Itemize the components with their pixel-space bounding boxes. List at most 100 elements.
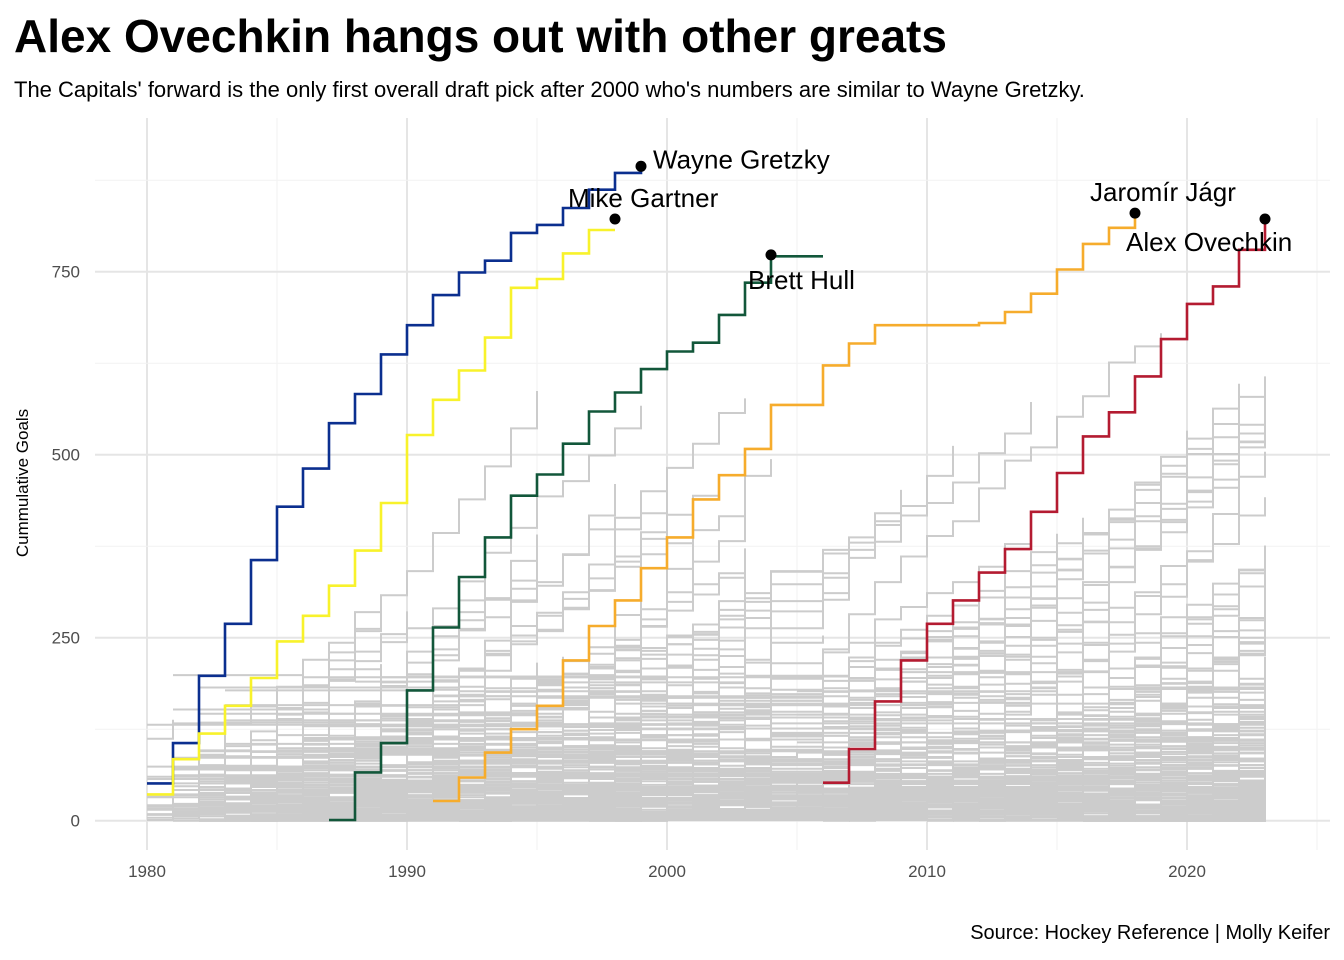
career-end-points: [609, 160, 1271, 261]
background-career-line: [1031, 749, 1240, 758]
x-tick-label: 2000: [648, 862, 686, 881]
background-career-line: [901, 732, 928, 739]
background-career-line: [797, 681, 1058, 693]
y-tick-label: 500: [52, 446, 80, 465]
background-career-line: [355, 735, 382, 743]
background-career-line: [641, 793, 772, 811]
background-career-line: [667, 758, 876, 773]
background-career-line: [693, 747, 824, 770]
background-career-line: [745, 685, 772, 697]
background-career-line: [615, 744, 668, 764]
background-career-line: [1005, 803, 1032, 820]
y-axis: 0 250 500 750: [52, 263, 80, 831]
background-career-line: [173, 391, 538, 796]
background-career-line: [901, 810, 928, 818]
background-career-line: [589, 801, 642, 822]
background-career-line: [251, 705, 486, 722]
player-name-label: Wayne Gretzky: [653, 144, 830, 174]
background-career-line: [615, 762, 694, 769]
background-career-line: [511, 778, 668, 801]
player-labels: Wayne Gretzky Mike Gartner Brett Hull Jarom…: [568, 144, 1292, 295]
background-career-line: [979, 773, 1188, 782]
background-career-line: [667, 817, 928, 821]
background-career-line: [1135, 790, 1240, 808]
background-career-line: [537, 678, 746, 684]
mike-gartner-line: [147, 228, 615, 796]
player-name-label: Brett Hull: [748, 265, 855, 295]
background-career-line: [589, 649, 616, 666]
background-career-line: [693, 786, 772, 788]
background-career-line: [147, 719, 460, 726]
background-career-line: [589, 721, 642, 731]
x-tick-label: 2020: [1168, 862, 1206, 881]
background-career-line: [251, 748, 304, 753]
background-career-line: [641, 704, 746, 726]
career-end-point: [1129, 207, 1141, 219]
background-career-line: [303, 801, 616, 812]
background-career-line: [797, 724, 1110, 744]
background-career-line: [1031, 706, 1084, 728]
background-career-line: [511, 402, 1032, 801]
background-career-line: [589, 743, 694, 754]
background-career-line: [277, 726, 486, 750]
background-career-line: [199, 805, 486, 821]
background-career-line: [225, 788, 304, 808]
wayne-gretzky-line: [147, 166, 643, 785]
background-career-line: [1187, 743, 1214, 751]
y-tick-label: 750: [52, 263, 80, 282]
background-career-line: [199, 705, 512, 715]
background-career-line: [1161, 772, 1266, 791]
career-end-point: [1259, 213, 1271, 225]
background-career-line: [1031, 721, 1214, 725]
background-career-line: [1005, 696, 1110, 705]
background-career-line: [199, 770, 278, 783]
background-career-line: [173, 764, 434, 769]
highlighted-series: [147, 166, 1267, 822]
background-career-line: [641, 773, 876, 780]
chart-subtitle: The Capitals' forward is the only first …: [14, 77, 1085, 102]
x-tick-label: 1990: [388, 862, 426, 881]
player-name-label: Alex Ovechkin: [1126, 227, 1292, 257]
background-career-line: [251, 811, 278, 818]
y-tick-label: 0: [71, 812, 80, 831]
background-career-line: [147, 719, 174, 740]
background-career-line: [355, 672, 460, 683]
career-end-point: [765, 249, 777, 261]
background-career-line: [485, 806, 564, 821]
background-career-line: [1239, 793, 1266, 816]
background-career-line: [745, 746, 902, 766]
background-career-line: [199, 731, 252, 752]
background-career-line: [875, 754, 928, 778]
background-career-line: [589, 801, 642, 808]
background-career-line: [1239, 670, 1266, 690]
x-axis: 1980 1990 2000 2010 2020: [128, 862, 1206, 881]
background-career-line: [1109, 802, 1162, 809]
background-career-line: [277, 790, 382, 811]
background-career-line: [823, 805, 1084, 808]
background-career-line: [979, 736, 1136, 749]
background-career-line: [953, 765, 1110, 788]
player-name-label: Mike Gartner: [568, 183, 719, 213]
background-career-line: [173, 598, 382, 807]
background-career-line: [459, 695, 512, 698]
chart-title: Alex Ovechkin hangs out with other great…: [14, 10, 947, 62]
y-tick-label: 250: [52, 629, 80, 648]
background-career-line: [771, 776, 1058, 794]
background-career-line: [563, 738, 824, 741]
background-career-line: [667, 749, 798, 762]
y-axis-label: Cummulative Goals: [13, 409, 32, 557]
background-career-line: [849, 714, 980, 734]
source-caption: Source: Hockey Reference | Molly Keifer: [970, 922, 1330, 944]
background-career-line: [953, 749, 1006, 771]
background-career-line: [329, 664, 382, 671]
background-career-line: [693, 695, 928, 707]
background-career-line: [797, 729, 850, 737]
background-career-line: [641, 719, 902, 730]
background-series: [147, 333, 1266, 822]
background-career-line: [667, 774, 954, 783]
x-tick-label: 1980: [128, 862, 166, 881]
background-career-line: [953, 710, 1136, 720]
background-career-line: [1161, 688, 1266, 708]
background-career-line: [953, 784, 1084, 802]
